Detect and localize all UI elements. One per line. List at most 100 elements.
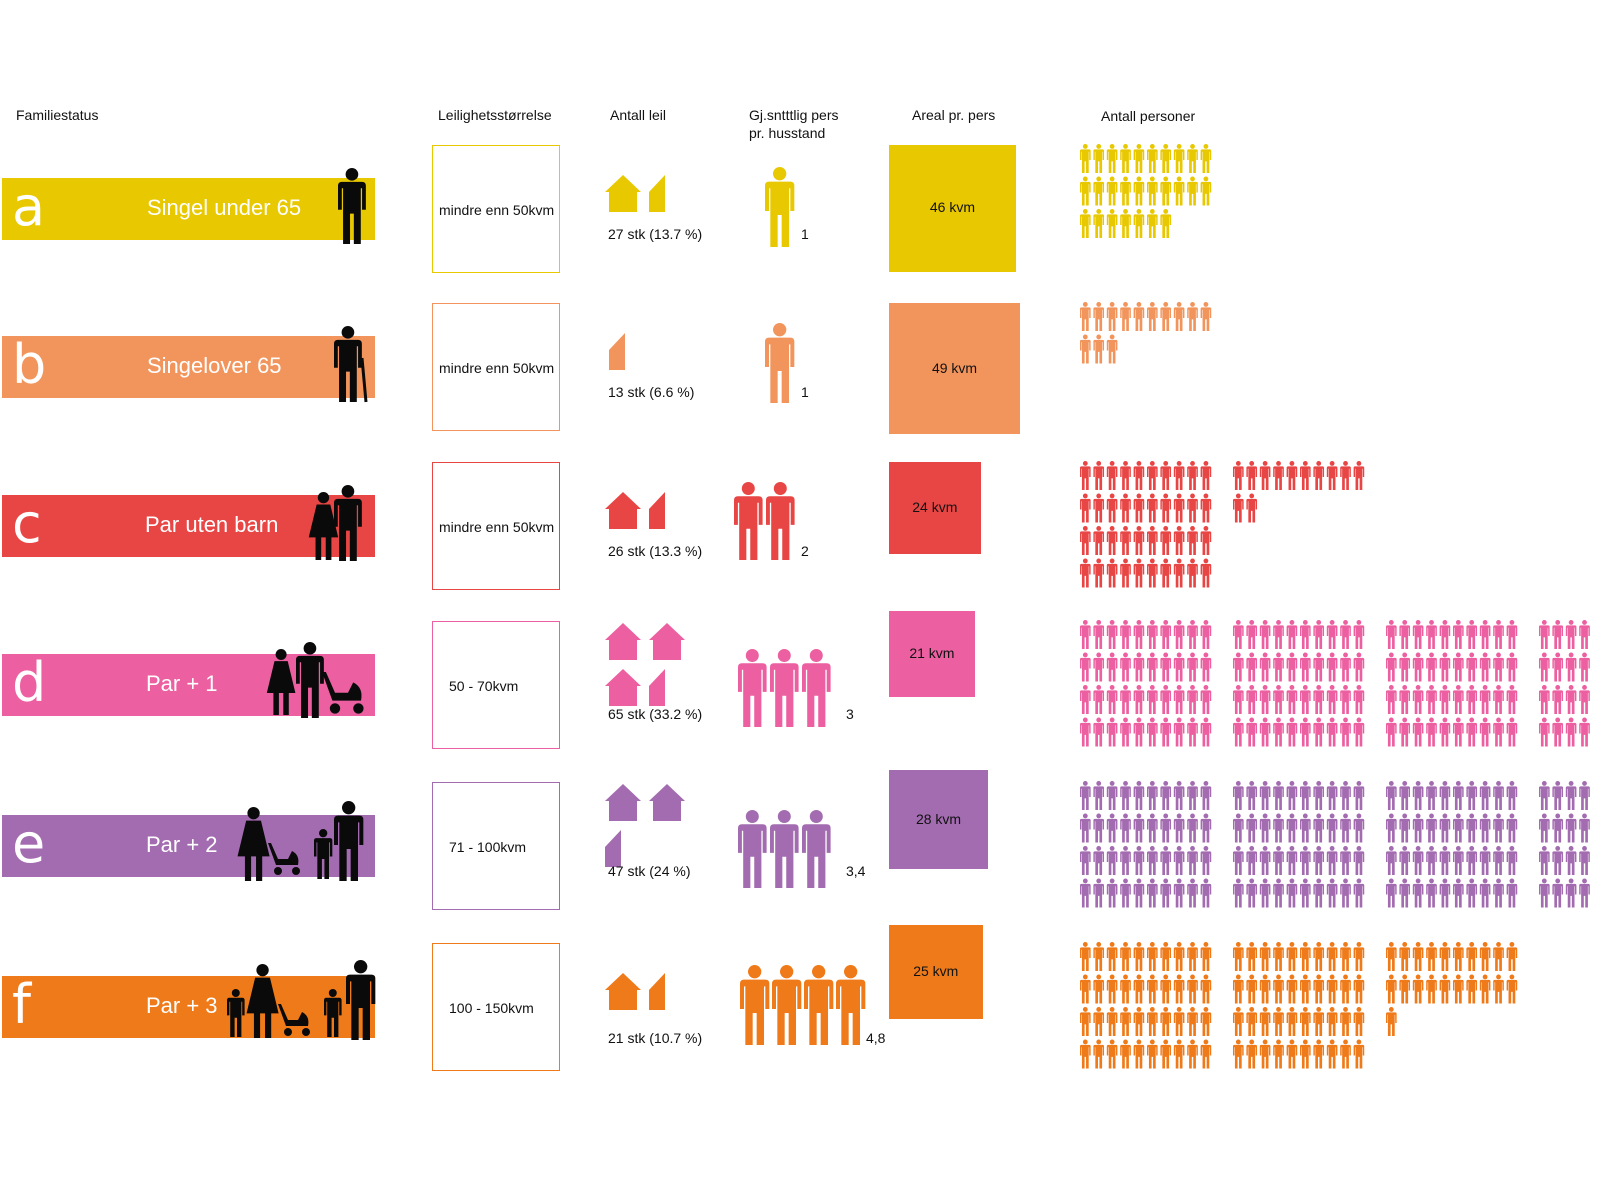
person-icon (1552, 685, 1564, 714)
person-icon (1187, 493, 1198, 523)
person-icon (1552, 717, 1564, 747)
person-icon (1353, 813, 1365, 843)
person-count-icons (1080, 144, 1212, 238)
person-icon (1106, 493, 1118, 523)
person-icon (1399, 685, 1411, 714)
person-icon (1313, 1007, 1325, 1036)
person-icon (1539, 717, 1550, 747)
apartment-house-icons (605, 973, 665, 1010)
person-icon (1246, 846, 1258, 875)
family-letter: d (12, 651, 47, 714)
person-icon (1426, 846, 1437, 875)
person-icon (1412, 652, 1424, 682)
area-per-person-square: 49 kvm (889, 303, 1020, 434)
person-icon (1093, 144, 1105, 173)
family-label: Singelover 65 (147, 353, 282, 378)
person-icon (1187, 526, 1198, 555)
person-icon (1233, 846, 1244, 875)
person-icon (1259, 878, 1271, 908)
person-icon (1353, 781, 1365, 810)
person-icon (1493, 652, 1504, 682)
person-icon (770, 810, 799, 888)
person-icon (1093, 942, 1105, 971)
person-icon (1133, 652, 1145, 682)
person-icon (1120, 558, 1131, 588)
person-icon (1353, 620, 1365, 649)
person-icon (1200, 620, 1212, 649)
person-icon (1552, 846, 1564, 875)
person-icon (1187, 176, 1198, 206)
person-icon (1173, 144, 1185, 173)
header-average-persons-line2: pr. husstand (749, 125, 826, 141)
person-icon (1300, 974, 1311, 1004)
person-icon (1106, 717, 1118, 747)
family-status-band-d: d Par + 1 (2, 642, 375, 718)
person-icon (1246, 685, 1258, 714)
person-icon (1093, 846, 1105, 875)
person-icon (1147, 813, 1158, 843)
person-icon (1466, 813, 1478, 843)
person-icon (1493, 717, 1504, 747)
person-icon (1246, 620, 1258, 649)
person-icon (1080, 942, 1091, 971)
person-icon (1160, 652, 1172, 682)
person-icon (1187, 846, 1198, 875)
person-icon (1412, 942, 1424, 971)
area-per-person-label: 25 kvm (913, 962, 959, 979)
family-pictogram-icon (308, 485, 362, 561)
person-icon (1273, 846, 1284, 875)
person-icon (1246, 717, 1258, 747)
person-icon (1326, 1039, 1338, 1069)
person-icon (1147, 1007, 1158, 1036)
person-icon (1579, 813, 1590, 843)
person-icon (1506, 685, 1518, 714)
person-icon (1120, 461, 1131, 490)
person-icon (1340, 1007, 1351, 1036)
person-icon (1426, 974, 1437, 1004)
person-icon (1286, 878, 1298, 908)
person-icon (1147, 302, 1158, 331)
person-icon (1080, 846, 1091, 875)
family-status-band-c: c Par uten barn (2, 485, 375, 561)
person-icon (1120, 878, 1131, 908)
person-icon (1506, 813, 1518, 843)
person-icon (1120, 493, 1131, 523)
person-icon (1160, 846, 1172, 875)
person-icon (1539, 652, 1550, 682)
person-icon (1326, 942, 1338, 971)
person-icon (1259, 1007, 1271, 1036)
person-icon (1093, 878, 1105, 908)
person-icon (1187, 302, 1198, 331)
person-icon (1386, 974, 1397, 1004)
person-icon (1300, 846, 1311, 875)
apartment-house-icons (605, 492, 665, 529)
person-icon (1539, 685, 1550, 714)
person-icon (1273, 781, 1284, 810)
person-icon (1340, 620, 1351, 649)
person-icon (1173, 942, 1185, 971)
person-icon (1233, 781, 1244, 810)
person-icon (1093, 493, 1105, 523)
apartment-count-label: 21 stk (10.7 %) (608, 1030, 703, 1046)
person-icon (1233, 620, 1244, 649)
person-icon (324, 989, 342, 1037)
person-icon (1133, 461, 1145, 490)
person-icon (1286, 1039, 1298, 1069)
person-icon (1259, 846, 1271, 875)
area-per-person-square: 24 kvm (889, 462, 981, 554)
person-icon (1233, 493, 1244, 523)
person-icon (1080, 302, 1091, 331)
person-icon (1106, 620, 1118, 649)
person-icon (1080, 781, 1091, 810)
person-icon (1133, 878, 1145, 908)
person-icon (1466, 942, 1478, 971)
person-icon (1300, 1007, 1311, 1036)
person-icon (1493, 620, 1504, 649)
person-icon (1147, 942, 1158, 971)
person-icon (1466, 846, 1478, 875)
person-icon (1300, 813, 1311, 843)
person-icon (1286, 620, 1298, 649)
person-icon (802, 649, 831, 727)
person-icon (1173, 878, 1185, 908)
person-icon (1120, 526, 1131, 555)
